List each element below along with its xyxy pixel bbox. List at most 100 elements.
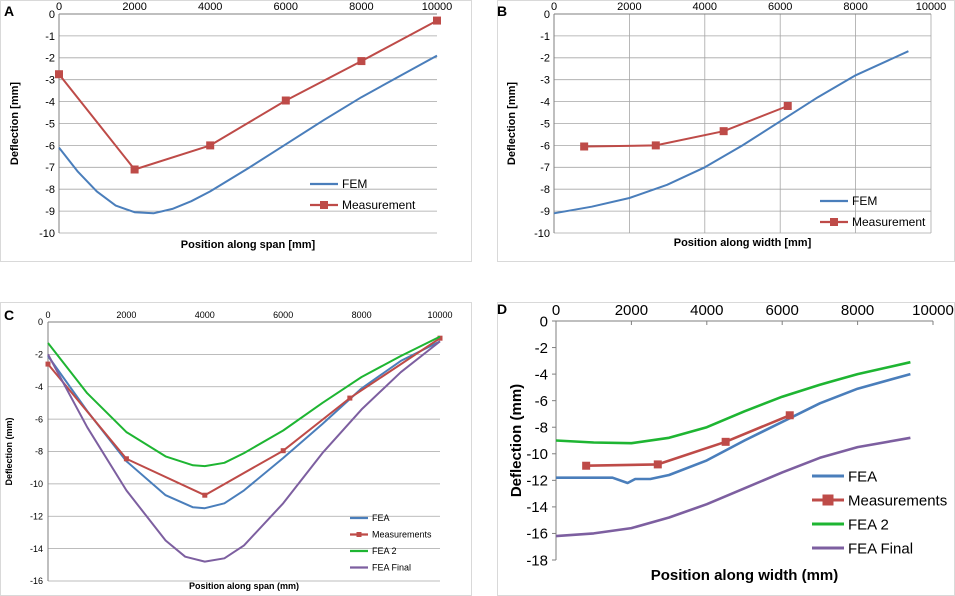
data-point-marker (130, 165, 139, 174)
y-tick-label: -7 (540, 162, 550, 174)
y-tick-label: -14 (30, 544, 43, 554)
y-tick-label: -7 (45, 162, 55, 174)
y-tick-label: -4 (45, 96, 55, 108)
y-tick-label: -6 (35, 414, 43, 424)
data-point-marker (280, 448, 286, 454)
legend-label: FEM (852, 194, 877, 208)
x-tick-label: 10000 (912, 302, 954, 319)
x-tick-label: 10000 (422, 1, 453, 13)
x-tick-label: 10000 (916, 1, 947, 13)
panel-b: 0 -1 -2 -3 -4 -5 -6 -7 -8 -9 -10 0 2000 4000 6000 8000 1… (497, 0, 955, 262)
y-tick-label: -16 (526, 526, 548, 543)
legend-label: FEA 2 (848, 516, 889, 533)
y-axis-title: Deflection (mm) (508, 384, 525, 497)
legend-label: Measurement (852, 215, 926, 229)
data-point-marker (55, 70, 63, 79)
x-tick-label: 6000 (274, 1, 298, 13)
y-tick-label: -4 (35, 382, 43, 392)
x-tick-label: 4000 (690, 302, 723, 319)
y-axis-title: Deflection [mm] (506, 82, 518, 165)
legend-label: FEM (342, 177, 367, 191)
y-tick-label: -2 (35, 350, 43, 360)
data-point-marker (123, 456, 129, 462)
legend-label: Measurement (342, 198, 416, 212)
data-point-marker (433, 16, 441, 25)
data-point-marker (785, 411, 794, 420)
y-tick-label: -5 (45, 118, 55, 130)
y-tick-label: -12 (30, 511, 43, 521)
data-point-marker (719, 127, 728, 136)
y-tick-label: -6 (535, 393, 548, 410)
data-point-marker (357, 57, 366, 66)
x-tick-label: 0 (56, 1, 62, 13)
y-tick-label: 0 (540, 313, 548, 330)
y-tick-label: -2 (540, 53, 550, 65)
series-line-measurements (47, 337, 441, 497)
x-tick-label: 8000 (352, 310, 372, 320)
y-tick-label: -8 (35, 447, 43, 457)
series-line-fem (58, 54, 438, 215)
x-axis-title: Position along span (mm) (189, 581, 299, 591)
panel-label: D (497, 301, 507, 317)
x-axis-title: Position along span [mm] (181, 239, 316, 251)
y-tick-label: -8 (540, 184, 550, 196)
legend-label: FEA Final (848, 540, 913, 557)
y-tick-label: -10 (526, 446, 548, 463)
y-tick-label: -10 (534, 228, 550, 240)
legend-label: FEA (848, 468, 877, 485)
y-tick-label: -12 (526, 473, 548, 490)
y-tick-label: -4 (540, 96, 550, 108)
y-tick-label: 0 (544, 9, 550, 21)
y-tick-label: -4 (535, 366, 548, 383)
y-tick-label: -8 (535, 419, 548, 436)
series-line-fea (556, 372, 911, 485)
y-tick-label: -10 (39, 228, 55, 240)
x-tick-label: 6000 (273, 310, 293, 320)
panel-a: 0 -1 -2 -3 -4 -5 -6 -7 -8 -9 -10 0 2000 4000 6000 8000 1… (0, 0, 472, 262)
x-tick-label: 0 (552, 302, 560, 319)
x-tick-label: 2000 (116, 310, 136, 320)
data-point-marker (582, 461, 591, 470)
data-point-marker (45, 361, 51, 367)
y-tick-label: -2 (535, 340, 548, 357)
y-tick-label: -9 (45, 206, 55, 218)
y-tick-label: -1 (45, 31, 55, 43)
x-tick-label: 8000 (349, 1, 373, 13)
legend-marker (320, 201, 328, 209)
y-axis-title: Deflection (mm) (4, 417, 14, 485)
y-tick-label: -9 (540, 206, 550, 218)
data-point-marker (721, 437, 730, 446)
legend-label: Measurements (848, 492, 947, 509)
x-tick-label: 6000 (766, 302, 799, 319)
data-point-marker (580, 142, 589, 151)
series-line-fea-2 (555, 360, 911, 445)
y-tick-label: -3 (540, 75, 550, 87)
series-line-fea-final (555, 436, 911, 538)
legend-marker (830, 218, 838, 226)
series-line-fea-2 (47, 335, 441, 468)
x-tick-label: 4000 (198, 1, 222, 13)
y-tick-label: -5 (540, 118, 550, 130)
series-line-fea-final (47, 340, 441, 563)
panel-d: 0 -2 -4 -6 -8 -10 -12 -14 -16 -18 0 2000 4000 6000 800… (497, 301, 955, 596)
y-tick-label: -1 (540, 31, 550, 43)
legend-label: FEA (372, 513, 390, 523)
panel-label: A (4, 3, 14, 19)
data-point-marker (202, 492, 208, 498)
x-axis-title: Position along width [mm] (674, 237, 812, 249)
y-tick-label: -2 (45, 53, 55, 65)
legend-marker (356, 532, 362, 537)
y-tick-label: -10 (30, 479, 43, 489)
legend-label: Measurements (372, 530, 432, 540)
y-tick-label: -8 (45, 184, 55, 196)
data-point-marker (437, 335, 443, 341)
y-tick-label: -6 (540, 140, 550, 152)
x-tick-label: 8000 (841, 302, 874, 319)
series-line-measurement (584, 105, 789, 148)
panel-label: B (497, 3, 507, 19)
x-tick-label: 0 (551, 1, 557, 13)
x-tick-label: 10000 (427, 310, 452, 320)
x-tick-label: 6000 (768, 1, 792, 13)
data-point-marker (347, 395, 353, 401)
y-tick-label: -18 (526, 552, 548, 569)
